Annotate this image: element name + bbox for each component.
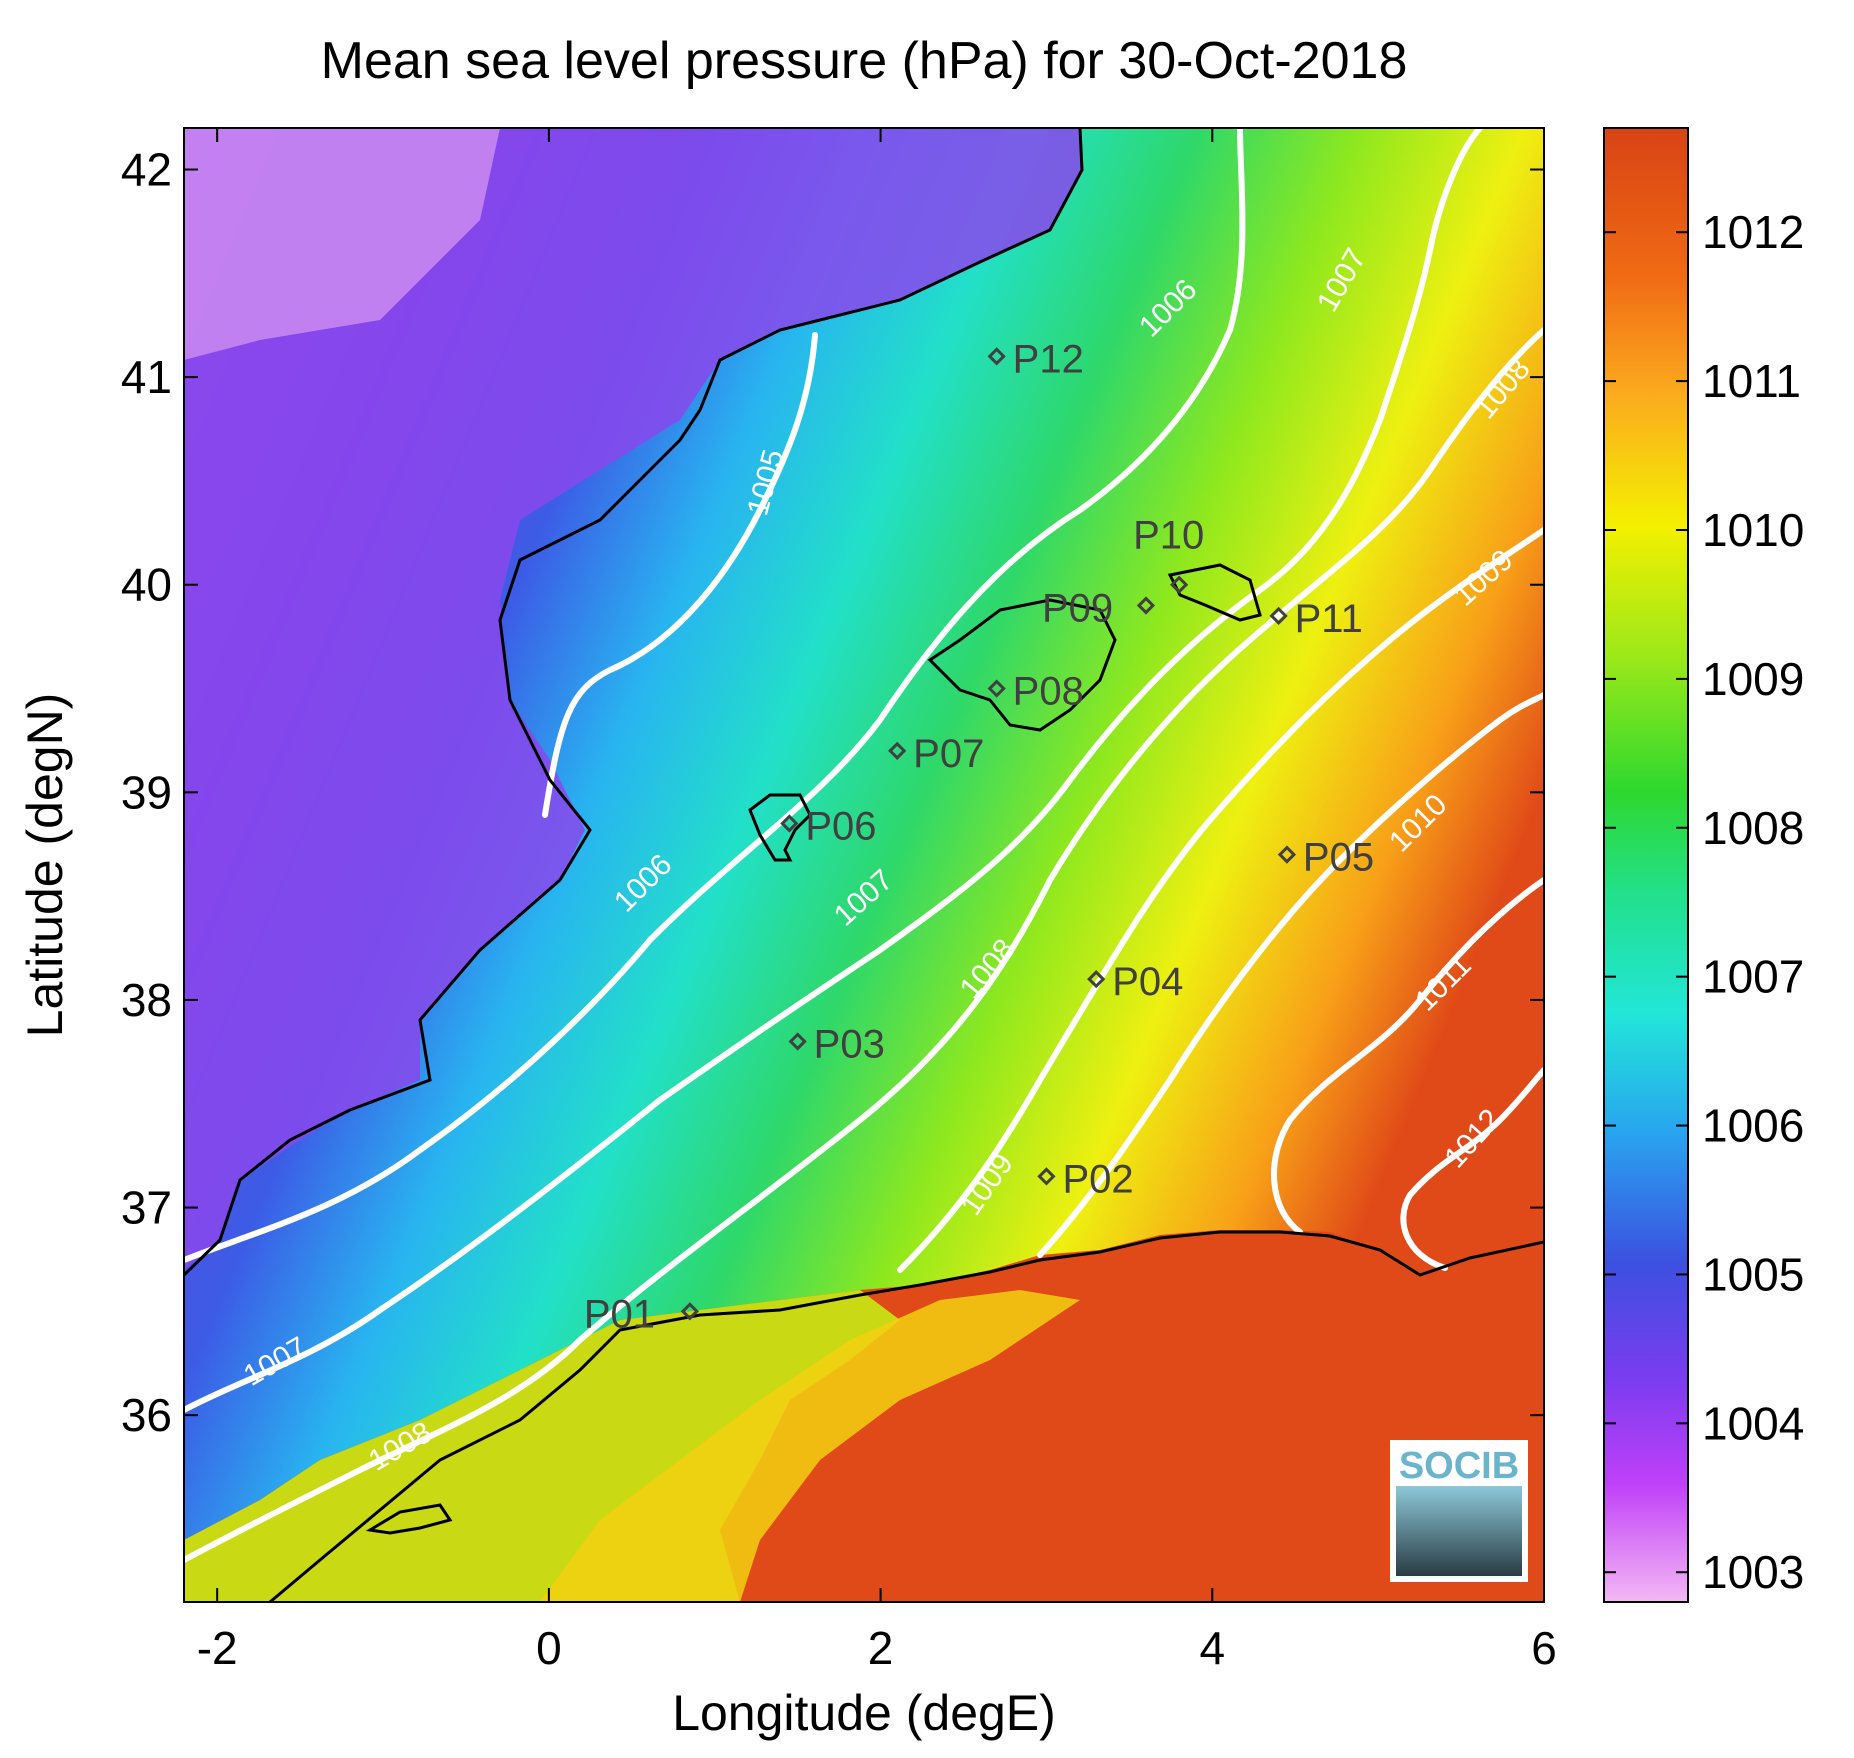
- colorbar: [1603, 127, 1689, 1603]
- land-africa-yellow: [540, 1290, 1080, 1602]
- coast-ibiza: [748, 793, 812, 862]
- y-axis: 42 41 40 39 38 37 36: [121, 144, 1544, 1441]
- coast-mallorca: [927, 598, 1117, 732]
- colorbar-tick-label: 1010: [1702, 504, 1804, 556]
- station-marker: [987, 347, 1006, 366]
- y-tick-label: 41: [121, 351, 172, 403]
- station-label: P02: [1062, 1157, 1133, 1201]
- station-label: P11: [1295, 597, 1363, 641]
- colorbar-tick-label: 1006: [1702, 1100, 1804, 1152]
- coastlines: [184, 128, 1544, 1602]
- contour-1007a: [184, 128, 1483, 1413]
- y-tick-label: 38: [121, 974, 172, 1026]
- x-tick-label: 2: [868, 1622, 894, 1674]
- station-label: P09: [1042, 586, 1113, 630]
- contour-1011: [1271, 877, 1544, 1235]
- contour-1005: [542, 332, 818, 818]
- colorbar-tick-label: 1011: [1702, 355, 1801, 407]
- station-label: P05: [1303, 836, 1374, 880]
- x-tick-label: 6: [1531, 1622, 1557, 1674]
- y-tick-label: 36: [121, 1389, 172, 1441]
- colorbar-tick-label: 1007: [1702, 951, 1804, 1003]
- station-marker: [1169, 575, 1189, 594]
- x-tick-label: 0: [536, 1622, 562, 1674]
- y-tick-label: 40: [121, 559, 172, 611]
- plot-area: 1005 1006 1006 1007 1007 1007 1008 1008 …: [184, 128, 1544, 1602]
- station-label: P12: [1013, 337, 1084, 381]
- station-label: P03: [814, 1022, 885, 1066]
- station-marker: [788, 1032, 807, 1051]
- colorbar-tick-label: 1003: [1702, 1546, 1804, 1598]
- station-marker: [888, 741, 907, 760]
- colorbar-tick-label: 1008: [1702, 802, 1804, 854]
- station-marker: [1037, 1167, 1056, 1186]
- coast-menorca: [1167, 563, 1262, 622]
- colorbar-tick-label: 1005: [1702, 1248, 1804, 1300]
- colorbar-tick-label: 1004: [1702, 1397, 1804, 1449]
- station-label: P06: [805, 804, 876, 848]
- land-iberia-upper: [184, 128, 500, 360]
- plot-frame: [183, 127, 1545, 1603]
- coast-iberia: [184, 128, 1084, 1277]
- contour-1010: [1037, 692, 1544, 1258]
- station-marker: [987, 679, 1006, 698]
- contour-1009: [897, 527, 1544, 1273]
- contour-1012: [1400, 1067, 1544, 1271]
- station-label: P08: [1013, 670, 1084, 714]
- contour-lines: [184, 128, 1544, 1563]
- station-label: P04: [1112, 960, 1183, 1004]
- contour-1008: [184, 327, 1544, 1563]
- y-axis-label: Latitude (degN): [17, 693, 73, 1038]
- station-marker: [1136, 596, 1156, 615]
- coast-alboran: [365, 1503, 453, 1535]
- station-label: P07: [913, 732, 984, 776]
- contour-1006a: [184, 128, 1246, 1263]
- station-marker: [780, 814, 799, 833]
- colorbar-tick-label: 1012: [1702, 206, 1804, 258]
- station-label: P10: [1133, 514, 1204, 558]
- stations: P01 P02 P03 P04 P05 P06 P07 P08 P09 P10 P11 P12: [584, 337, 1374, 1336]
- colorbar-ticks: 1012 1011 1010 1009 1008 1007 1006 1005 1004 1003: [1604, 206, 1804, 1598]
- y-tick-label: 42: [121, 144, 172, 196]
- coast-africa: [269, 1230, 1544, 1602]
- x-tick-label: 4: [1199, 1622, 1225, 1674]
- y-tick-label: 37: [121, 1182, 172, 1234]
- station-marker: [1087, 970, 1106, 989]
- chart-title: Mean sea level pressure (hPa) for 30-Oct…: [321, 32, 1408, 90]
- socib-logo-text: SOCIB: [1399, 1445, 1519, 1487]
- x-tick-label: -2: [197, 1622, 238, 1674]
- socib-logo: SOCIB: [1390, 1440, 1528, 1582]
- x-axis-label: Longitude (degE): [672, 1685, 1056, 1741]
- colorbar-tick-label: 1009: [1702, 653, 1804, 705]
- y-tick-label: 39: [121, 766, 172, 818]
- x-axis: -2 0 2 4 6: [197, 128, 1557, 1674]
- station-marker: [1277, 845, 1297, 864]
- land-iberia: [184, 128, 1082, 1270]
- station-marker: [680, 1302, 699, 1321]
- station-marker: [1269, 606, 1288, 625]
- station-label: P01: [584, 1292, 655, 1336]
